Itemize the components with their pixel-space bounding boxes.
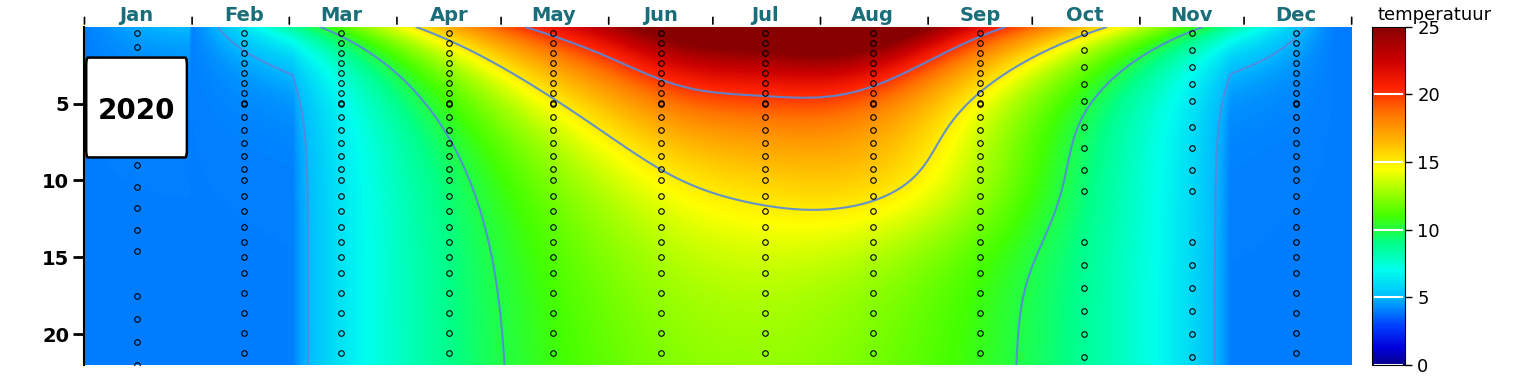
FancyBboxPatch shape <box>86 58 187 157</box>
Text: temperatuur: temperatuur <box>1378 6 1491 24</box>
Text: 2020: 2020 <box>98 98 175 125</box>
